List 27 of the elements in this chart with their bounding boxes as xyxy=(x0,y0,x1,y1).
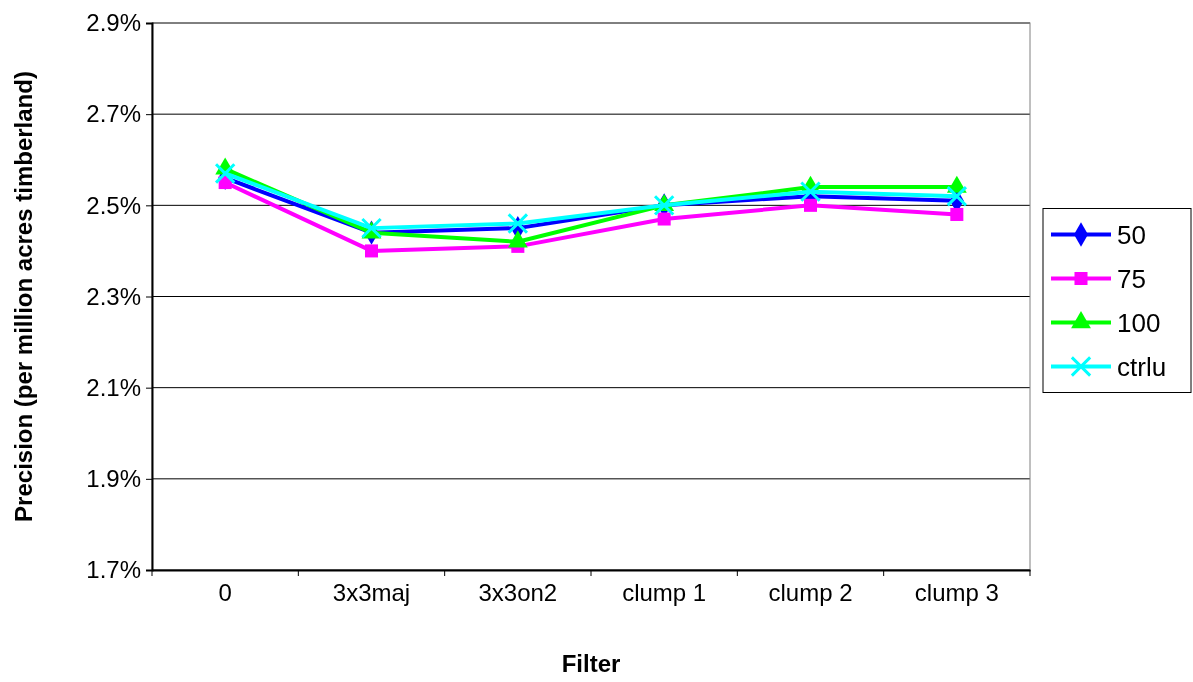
point xyxy=(364,244,379,258)
y-tick-label: 2.3% xyxy=(86,282,141,310)
legend-label: 75 xyxy=(1117,263,1146,294)
point xyxy=(799,181,822,203)
legend-label: 100 xyxy=(1117,307,1161,338)
x-tick-label: clump 3 xyxy=(914,579,999,607)
x-tick-label: 3x3maj xyxy=(332,579,411,607)
y-tick-label: 2.7% xyxy=(86,100,141,128)
y-tick-label: 2.5% xyxy=(86,191,141,219)
x-axis-title: Filter xyxy=(561,650,621,677)
x-tick-label: clump 1 xyxy=(622,579,707,607)
legend-label: 50 xyxy=(1117,219,1146,250)
x-tick-label: 3x3on2 xyxy=(478,579,558,607)
legend-label: ctrlu xyxy=(1117,351,1167,382)
y-tick-label: 1.9% xyxy=(86,465,141,493)
point xyxy=(950,207,964,221)
point xyxy=(803,198,818,212)
y-tick-label: 2.9% xyxy=(86,9,141,37)
point xyxy=(507,212,529,235)
y-axis-title: Precision (per million acres timberland) xyxy=(10,71,37,522)
y-tick-label: 1.7% xyxy=(86,556,141,584)
point xyxy=(946,185,968,207)
x-tick-label: clump 2 xyxy=(768,579,853,607)
x-tick-label: 0 xyxy=(218,579,232,607)
y-tick-label: 2.1% xyxy=(86,373,141,401)
point xyxy=(214,162,236,185)
point xyxy=(657,212,671,226)
